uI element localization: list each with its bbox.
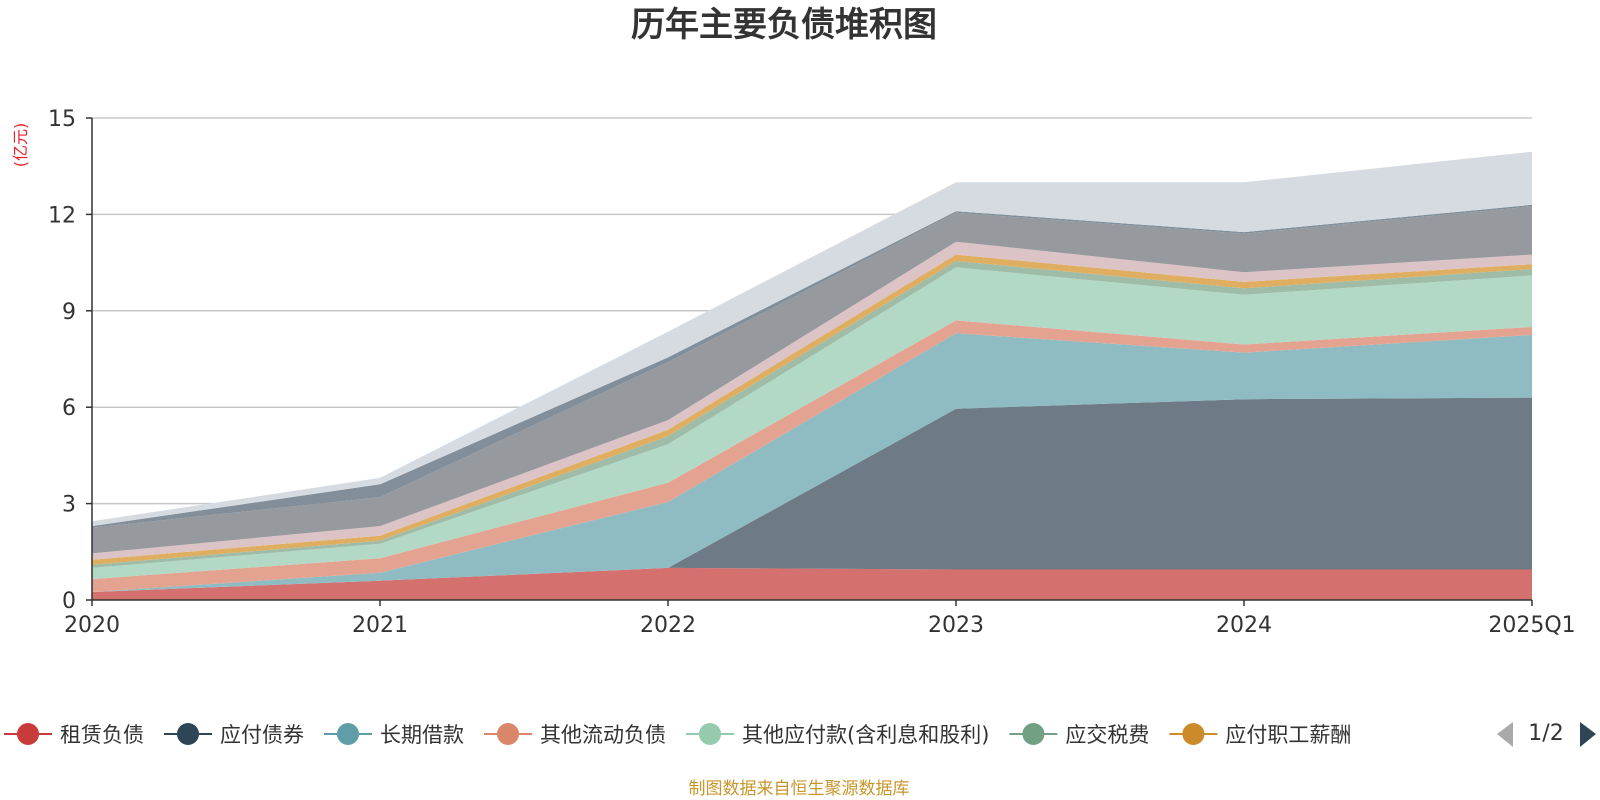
legend-item[interactable]: 其他流动负债 xyxy=(484,723,666,747)
x-tick-label: 2022 xyxy=(640,613,696,638)
chart-title: 历年主要负债堆积图 xyxy=(631,5,937,45)
triangle-right-icon[interactable] xyxy=(1580,722,1596,747)
x-tick-label: 2025Q1 xyxy=(1488,613,1575,638)
y-tick-label: 0 xyxy=(62,589,76,614)
legend-page-indicator: 1/2 xyxy=(1528,721,1563,746)
area-series-1 xyxy=(92,397,1532,592)
legend-label: 租赁负债 xyxy=(60,723,144,747)
legend[interactable]: 租赁负债 应付债券 长期借款 其他流动负债 其他应付款(含利息和股利) 应交税费 应付职工薪… xyxy=(4,723,1351,747)
y-tick-label: 3 xyxy=(62,493,76,518)
legend-dot-marker xyxy=(1182,723,1205,745)
legend-label: 应付债券 xyxy=(220,723,304,747)
area-series-2 xyxy=(92,333,1532,592)
y-tick-label: 12 xyxy=(48,203,76,228)
y-ticks: 0 3 6 9 12 15 xyxy=(48,107,92,614)
legend-label: 长期借款 xyxy=(380,723,464,747)
legend-item[interactable]: 其他应付款(含利息和股利) xyxy=(686,723,989,747)
legend-item[interactable]: 长期借款 xyxy=(324,723,464,747)
x-tick-label: 2024 xyxy=(1216,613,1272,638)
legend-item[interactable]: 应交税费 xyxy=(1009,723,1149,747)
legend-item[interactable]: 应付债券 xyxy=(164,723,304,747)
y-tick-label: 15 xyxy=(48,107,76,132)
area-series-8 xyxy=(92,206,1532,554)
legend-dot-marker xyxy=(177,723,199,745)
legend-dot-marker xyxy=(1022,723,1045,745)
area-series-10 xyxy=(92,151,1532,527)
area-series-4 xyxy=(92,267,1532,580)
legend-label: 应付职工薪酬 xyxy=(1225,723,1351,747)
x-ticks: 2020 2021 2022 2023 2024 2025Q1 xyxy=(64,600,1576,638)
x-tick-label: 2021 xyxy=(352,613,408,638)
area-series-0 xyxy=(92,567,1532,600)
axes xyxy=(91,118,1532,601)
legend-label: 其他流动负债 xyxy=(540,723,666,747)
y-tick-label: 6 xyxy=(62,396,76,421)
area-series-group xyxy=(92,151,1532,600)
legend-label: 其他应付款(含利息和股利) xyxy=(742,723,989,747)
legend-item[interactable]: 租赁负债 xyxy=(4,723,144,747)
legend-dot-marker xyxy=(699,723,721,745)
y-tick-label: 9 xyxy=(62,300,76,325)
legend-dot-marker xyxy=(497,723,519,745)
legend-label: 应交税费 xyxy=(1065,723,1149,747)
data-source-note: 制图数据来自恒生聚源数据库 xyxy=(689,779,910,799)
triangle-left-icon[interactable] xyxy=(1497,722,1513,747)
x-tick-label: 2020 xyxy=(64,613,120,638)
x-tick-label: 2023 xyxy=(928,613,984,638)
legend-item[interactable]: 应付职工薪酬 xyxy=(1169,723,1351,747)
legend-dot-marker xyxy=(337,723,359,745)
y-axis-unit-label: (亿元) xyxy=(11,123,30,168)
legend-dot-marker xyxy=(17,723,39,745)
